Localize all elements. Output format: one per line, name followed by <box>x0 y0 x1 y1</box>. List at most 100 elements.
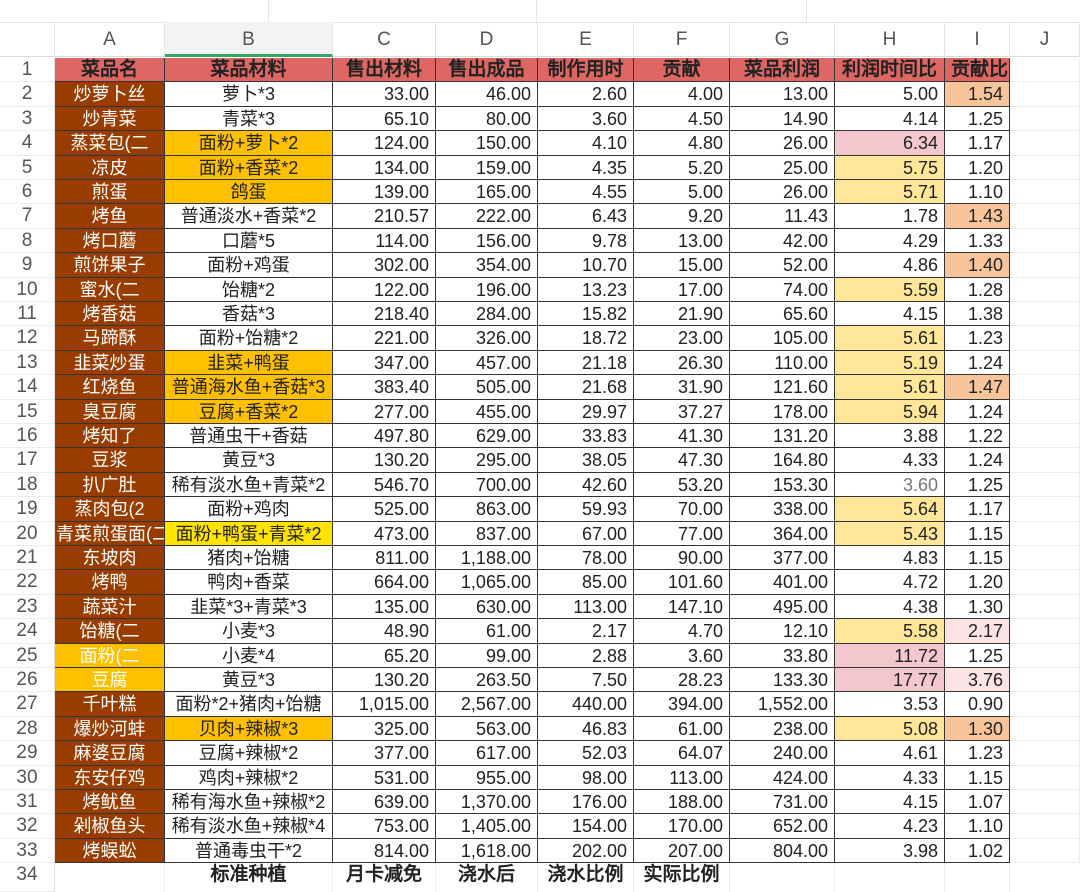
ingredients-cell[interactable]: 面粉+萝卜*2 <box>165 131 333 156</box>
cell-j[interactable] <box>1010 448 1080 473</box>
header-cell-i[interactable]: 贡献比 <box>945 58 1010 83</box>
dish-name-cell[interactable]: 蜜水(二 <box>55 277 165 302</box>
value-cell-f[interactable]: 70.00 <box>634 497 730 522</box>
value-cell-d[interactable]: 630.00 <box>436 594 538 620</box>
value-cell-f[interactable]: 3.60 <box>634 643 730 668</box>
value-cell-i[interactable]: 1.23 <box>945 741 1010 766</box>
row-number[interactable]: 31 <box>0 790 55 815</box>
value-cell-f[interactable]: 37.27 <box>634 399 730 424</box>
value-cell-d[interactable]: 457.00 <box>436 350 538 376</box>
row-number[interactable]: 21 <box>0 546 55 571</box>
value-cell-c[interactable]: 114.00 <box>333 228 436 254</box>
value-cell-e[interactable]: 7.50 <box>538 668 634 693</box>
value-cell-e[interactable]: 6.43 <box>538 204 634 229</box>
value-cell-i[interactable]: 1.15 <box>945 521 1010 546</box>
row-number[interactable]: 10 <box>0 277 55 302</box>
value-cell-i[interactable]: 1.25 <box>945 643 1010 668</box>
dish-name-cell[interactable]: 蒸肉包(2 <box>55 497 165 522</box>
select-all-corner[interactable] <box>0 22 55 57</box>
row-number[interactable]: 11 <box>0 302 55 327</box>
value-cell-d[interactable]: 1,065.00 <box>436 570 538 595</box>
value-cell-i[interactable]: 1.30 <box>945 716 1010 742</box>
value-cell-h[interactable]: 4.86 <box>835 253 945 278</box>
value-cell-c[interactable]: 65.20 <box>333 643 436 668</box>
value-cell-e[interactable]: 4.35 <box>538 155 634 180</box>
value-cell-i[interactable]: 1.10 <box>945 814 1010 839</box>
value-cell-d[interactable]: 1,405.00 <box>436 814 538 839</box>
value-cell-h[interactable]: 6.34 <box>835 131 945 156</box>
cell-j[interactable] <box>1010 838 1080 864</box>
value-cell-d[interactable]: 284.00 <box>436 302 538 327</box>
row-number[interactable]: 2 <box>0 82 55 107</box>
row-number[interactable]: 9 <box>0 253 55 278</box>
value-cell-i[interactable]: 1.24 <box>945 448 1010 473</box>
dish-name-cell[interactable]: 青菜煎蛋面(二 <box>55 521 165 546</box>
value-cell-d[interactable]: 617.00 <box>436 741 538 766</box>
value-cell-e[interactable]: 29.97 <box>538 399 634 424</box>
value-cell-d[interactable]: 159.00 <box>436 155 538 180</box>
value-cell-f[interactable]: 21.90 <box>634 302 730 327</box>
value-cell-g[interactable]: 74.00 <box>730 277 835 302</box>
cell-j[interactable] <box>1010 228 1080 254</box>
dish-name-cell[interactable]: 韭菜炒蛋 <box>55 350 165 376</box>
row-number[interactable]: 19 <box>0 497 55 522</box>
value-cell-e[interactable]: 2.60 <box>538 82 634 107</box>
cell-j[interactable] <box>1010 350 1080 376</box>
value-cell-i[interactable]: 2.17 <box>945 619 1010 644</box>
value-cell-c[interactable]: 122.00 <box>333 277 436 302</box>
cell-j[interactable] <box>1010 155 1080 180</box>
value-cell-d[interactable]: 2,567.00 <box>436 692 538 717</box>
row-number[interactable]: 20 <box>0 521 55 546</box>
dish-name-cell[interactable]: 东坡肉 <box>55 546 165 571</box>
row-number[interactable]: 15 <box>0 399 55 424</box>
value-cell-i[interactable]: 0.90 <box>945 692 1010 717</box>
value-cell-c[interactable]: 277.00 <box>333 399 436 424</box>
footer-cell-b[interactable]: 标准种植 <box>165 863 333 892</box>
value-cell-e[interactable]: 98.00 <box>538 765 634 790</box>
header-cell-b[interactable]: 菜品材料 <box>165 58 333 83</box>
header-cell-e[interactable]: 制作用时 <box>538 58 634 83</box>
value-cell-i[interactable]: 1.38 <box>945 302 1010 327</box>
value-cell-i[interactable]: 1.22 <box>945 424 1010 449</box>
value-cell-f[interactable]: 64.07 <box>634 741 730 766</box>
value-cell-e[interactable]: 78.00 <box>538 546 634 571</box>
cell-j[interactable] <box>1010 619 1080 644</box>
value-cell-d[interactable]: 80.00 <box>436 106 538 132</box>
value-cell-g[interactable]: 338.00 <box>730 497 835 522</box>
row-number[interactable]: 16 <box>0 424 55 449</box>
value-cell-c[interactable]: 210.57 <box>333 204 436 229</box>
value-cell-g[interactable]: 42.00 <box>730 228 835 254</box>
footer-cell-g[interactable] <box>730 863 835 892</box>
value-cell-h[interactable]: 5.94 <box>835 399 945 424</box>
cell-j[interactable] <box>1010 521 1080 546</box>
value-cell-d[interactable]: 629.00 <box>436 424 538 449</box>
value-cell-e[interactable]: 3.60 <box>538 106 634 132</box>
value-cell-g[interactable]: 804.00 <box>730 838 835 864</box>
dish-name-cell[interactable]: 臭豆腐 <box>55 399 165 424</box>
value-cell-f[interactable]: 9.20 <box>634 204 730 229</box>
value-cell-g[interactable]: 26.00 <box>730 131 835 156</box>
ingredients-cell[interactable]: 面粉+鸭蛋+青菜*2 <box>165 521 333 546</box>
value-cell-i[interactable]: 3.76 <box>945 668 1010 693</box>
value-cell-f[interactable]: 23.00 <box>634 326 730 351</box>
value-cell-c[interactable]: 218.40 <box>333 302 436 327</box>
row-number[interactable]: 29 <box>0 741 55 766</box>
cell-j[interactable] <box>1010 546 1080 571</box>
value-cell-g[interactable]: 110.00 <box>730 350 835 376</box>
value-cell-c[interactable]: 135.00 <box>333 594 436 620</box>
value-cell-d[interactable]: 222.00 <box>436 204 538 229</box>
value-cell-c[interactable]: 531.00 <box>333 765 436 790</box>
ingredients-cell[interactable]: 小麦*3 <box>165 619 333 644</box>
footer-cell-c[interactable]: 月卡减免 <box>333 863 436 892</box>
dish-name-cell[interactable]: 豆腐 <box>55 668 165 693</box>
dish-name-cell[interactable]: 凉皮 <box>55 155 165 180</box>
value-cell-g[interactable]: 153.30 <box>730 472 835 498</box>
dish-name-cell[interactable]: 煎蛋 <box>55 180 165 205</box>
value-cell-e[interactable]: 85.00 <box>538 570 634 595</box>
value-cell-c[interactable]: 65.10 <box>333 106 436 132</box>
value-cell-h[interactable]: 17.77 <box>835 668 945 693</box>
value-cell-e[interactable]: 15.82 <box>538 302 634 327</box>
value-cell-c[interactable]: 302.00 <box>333 253 436 278</box>
ingredients-cell[interactable]: 萝卜*3 <box>165 82 333 107</box>
value-cell-g[interactable]: 133.30 <box>730 668 835 693</box>
